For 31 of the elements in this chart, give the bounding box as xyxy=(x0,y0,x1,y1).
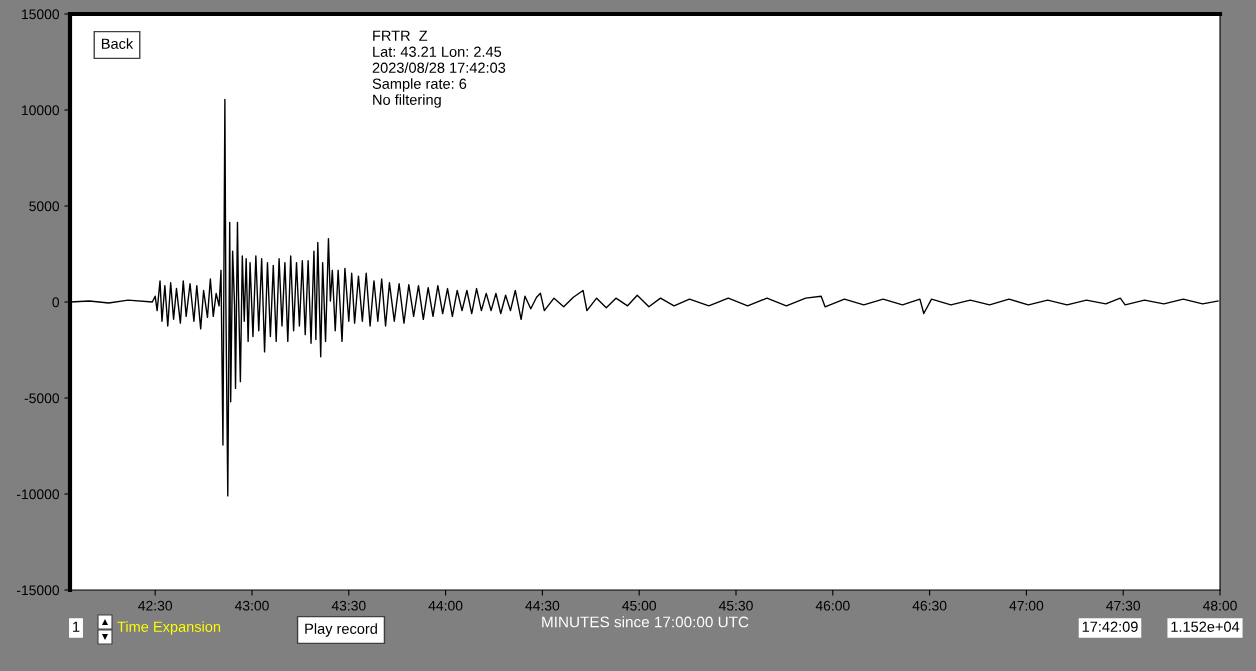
x-tick-label: 45:30 xyxy=(718,600,753,611)
x-tick-label: 44:30 xyxy=(525,600,560,611)
text: Play record xyxy=(305,623,377,637)
annotation: Back xyxy=(101,38,134,49)
text: 1.152e+04 xyxy=(1171,621,1240,632)
y-tick-label: 10000 xyxy=(22,105,60,116)
y-tick-label: 0 xyxy=(52,297,60,308)
x-tick-label: 48:00 xyxy=(1202,600,1237,611)
y-tick-label: 15000 xyxy=(22,9,60,20)
annotation: Lat: 43.21 Lon: 2.45 xyxy=(373,46,502,57)
x-tick-label: 47:00 xyxy=(1009,600,1044,611)
text: 1 xyxy=(73,621,80,632)
x-axis-title: MINUTES since 17:00:00 UTC xyxy=(542,616,749,628)
y-tick-label: -10000 xyxy=(16,489,60,500)
x-tick-label: 43:00 xyxy=(234,600,269,611)
annotation: 2023/08/28 17:42:03 xyxy=(372,62,506,73)
annotation: FRTR Z xyxy=(373,30,428,41)
x-tick-label: 44:00 xyxy=(428,600,463,611)
annotation: No filtering xyxy=(373,94,441,108)
x-tick-label: 45:00 xyxy=(622,600,657,611)
x-tick-label: 46:30 xyxy=(912,600,947,611)
x-tick-label: 47:30 xyxy=(1106,600,1141,611)
y-tick-label: 5000 xyxy=(29,201,60,212)
x-tick-label: 43:30 xyxy=(331,600,366,611)
y-tick-label: -15000 xyxy=(16,585,60,596)
annotation: Sample rate: 6 xyxy=(372,78,467,92)
text: 17:42:09 xyxy=(1082,621,1138,632)
x-tick-label: 46:00 xyxy=(815,600,850,611)
y-tick-label: -5000 xyxy=(24,393,60,404)
x-tick-label: 42:30 xyxy=(138,600,173,611)
text: Time Expansion xyxy=(117,621,221,635)
